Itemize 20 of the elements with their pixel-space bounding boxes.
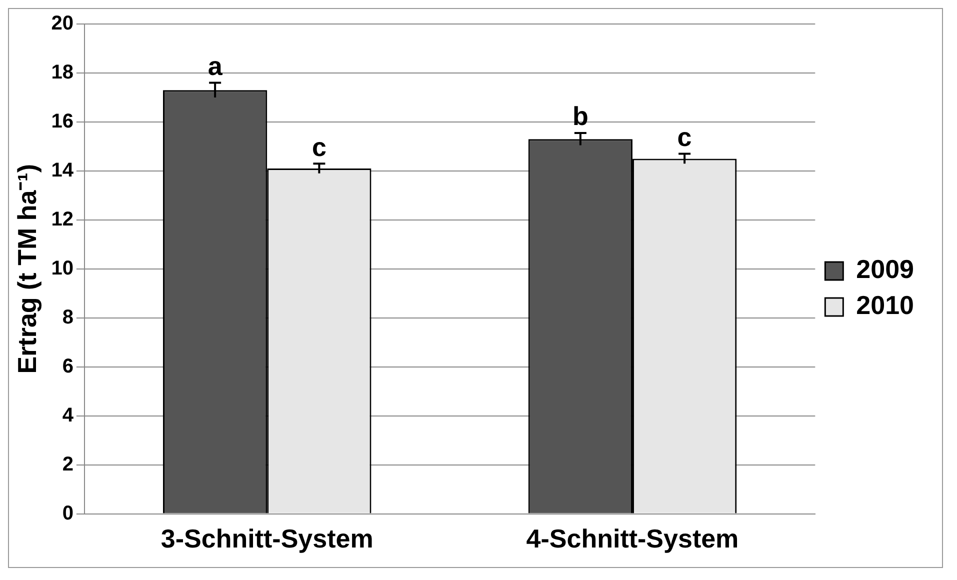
y-tick-label: 2 — [62, 453, 74, 476]
y-axis-title: Ertrag (t TM ha⁻¹) — [12, 164, 42, 374]
y-tick-label: 0 — [62, 502, 74, 524]
data-label: c — [677, 122, 692, 152]
y-tick-label: 10 — [51, 257, 74, 280]
x-tick-label: 3-Schnitt-System — [160, 524, 374, 554]
y-tick-label: 4 — [62, 404, 74, 426]
y-tick-label: 18 — [51, 61, 74, 84]
data-label: a — [208, 50, 223, 81]
y-tick-label: 12 — [51, 208, 74, 230]
legend-label: 2009 — [856, 254, 914, 284]
y-tick-label: 14 — [51, 159, 74, 182]
data-label: b — [572, 101, 588, 132]
y-tick-label: 20 — [51, 12, 74, 35]
y-tick-label: 16 — [51, 110, 74, 132]
x-tick-label: 4-Schnitt-System — [526, 524, 739, 554]
y-tick-label: 8 — [62, 306, 74, 328]
legend-label: 2010 — [856, 290, 914, 320]
y-tick-label: 6 — [62, 355, 74, 378]
data-label: c — [312, 132, 326, 162]
